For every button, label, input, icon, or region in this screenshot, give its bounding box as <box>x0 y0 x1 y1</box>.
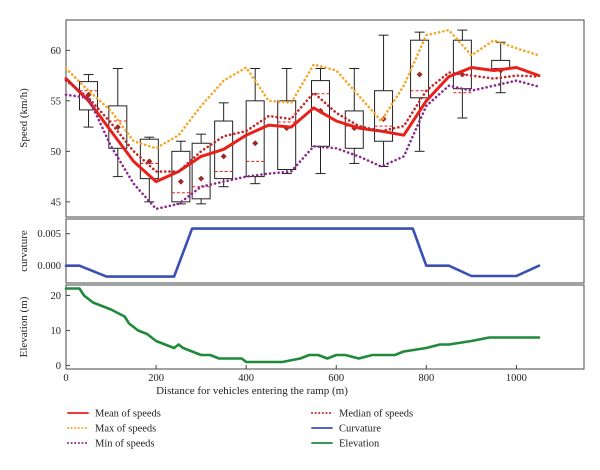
legend-label-0: Mean of speeds <box>95 409 161 420</box>
legend-label-2: Max of speeds <box>95 424 156 435</box>
speed-series-0 <box>64 66 541 184</box>
elevation-panel-frame <box>65 284 585 370</box>
xtick-label: 600 <box>328 373 344 384</box>
box-mean-marker <box>416 71 423 78</box>
legend-label-1: Median of speeds <box>339 409 413 420</box>
xtick-label: 400 <box>238 373 254 384</box>
box <box>214 120 234 180</box>
box <box>310 80 330 147</box>
box <box>245 100 265 178</box>
box-mean-marker <box>198 175 205 182</box>
speed-series-1 <box>64 28 541 150</box>
elevation-ytick-label: 10 <box>51 326 62 337</box>
speed-ytick-label: 55 <box>51 96 62 107</box>
box <box>452 39 472 90</box>
curvature-series-0 <box>64 227 541 278</box>
x-axis-label: Distance for vehicles entering the ramp … <box>156 385 348 397</box>
curvature-ytick-label: 0.005 <box>37 229 61 240</box>
speed-series-3 <box>64 71 541 173</box>
elevation-ylabel: Elevation (m) <box>18 296 30 357</box>
box <box>191 142 211 200</box>
elevation-ytick-label: 0 <box>56 361 61 372</box>
box <box>171 150 191 203</box>
box-mean-marker <box>220 153 227 160</box>
box <box>374 90 394 142</box>
speed-panel-frame <box>65 19 585 218</box>
legend-label-5: Elevation <box>339 439 380 450</box>
curvature-ytick-label: 0.000 <box>37 261 61 272</box>
curvature-panel-frame <box>65 218 585 284</box>
legend-label-3: Curvature <box>339 424 381 435</box>
xtick-label: 0 <box>63 373 68 384</box>
legend: Mean of speeds Median of speeds Max of spe… <box>67 409 413 450</box>
legend-label-4: Min of speeds <box>95 439 155 450</box>
speed-plot: 45 50 55 60 <box>51 28 541 211</box>
curvature-plot: 0.000 0.005 <box>37 227 541 278</box>
elevation-ytick-label: 20 <box>51 291 62 302</box>
speed-series-2 <box>64 79 541 211</box>
box-mean-marker <box>252 140 259 147</box>
box <box>277 100 297 171</box>
speed-ylabel: Speed (km/h) <box>18 88 30 148</box>
curvature-ylabel: curvature <box>18 230 30 272</box>
speed-ytick-label: 60 <box>51 46 62 57</box>
speed-ytick-label: 50 <box>51 147 62 158</box>
xtick-label: 800 <box>418 373 434 384</box>
elevation-series-0 <box>64 287 541 364</box>
speed-ytick-label: 45 <box>51 197 62 208</box>
box <box>139 138 159 180</box>
xtick-label: 1000 <box>506 373 527 384</box>
box <box>410 39 430 99</box>
box-mean-marker <box>177 178 184 185</box>
xtick-label: 200 <box>148 373 164 384</box>
